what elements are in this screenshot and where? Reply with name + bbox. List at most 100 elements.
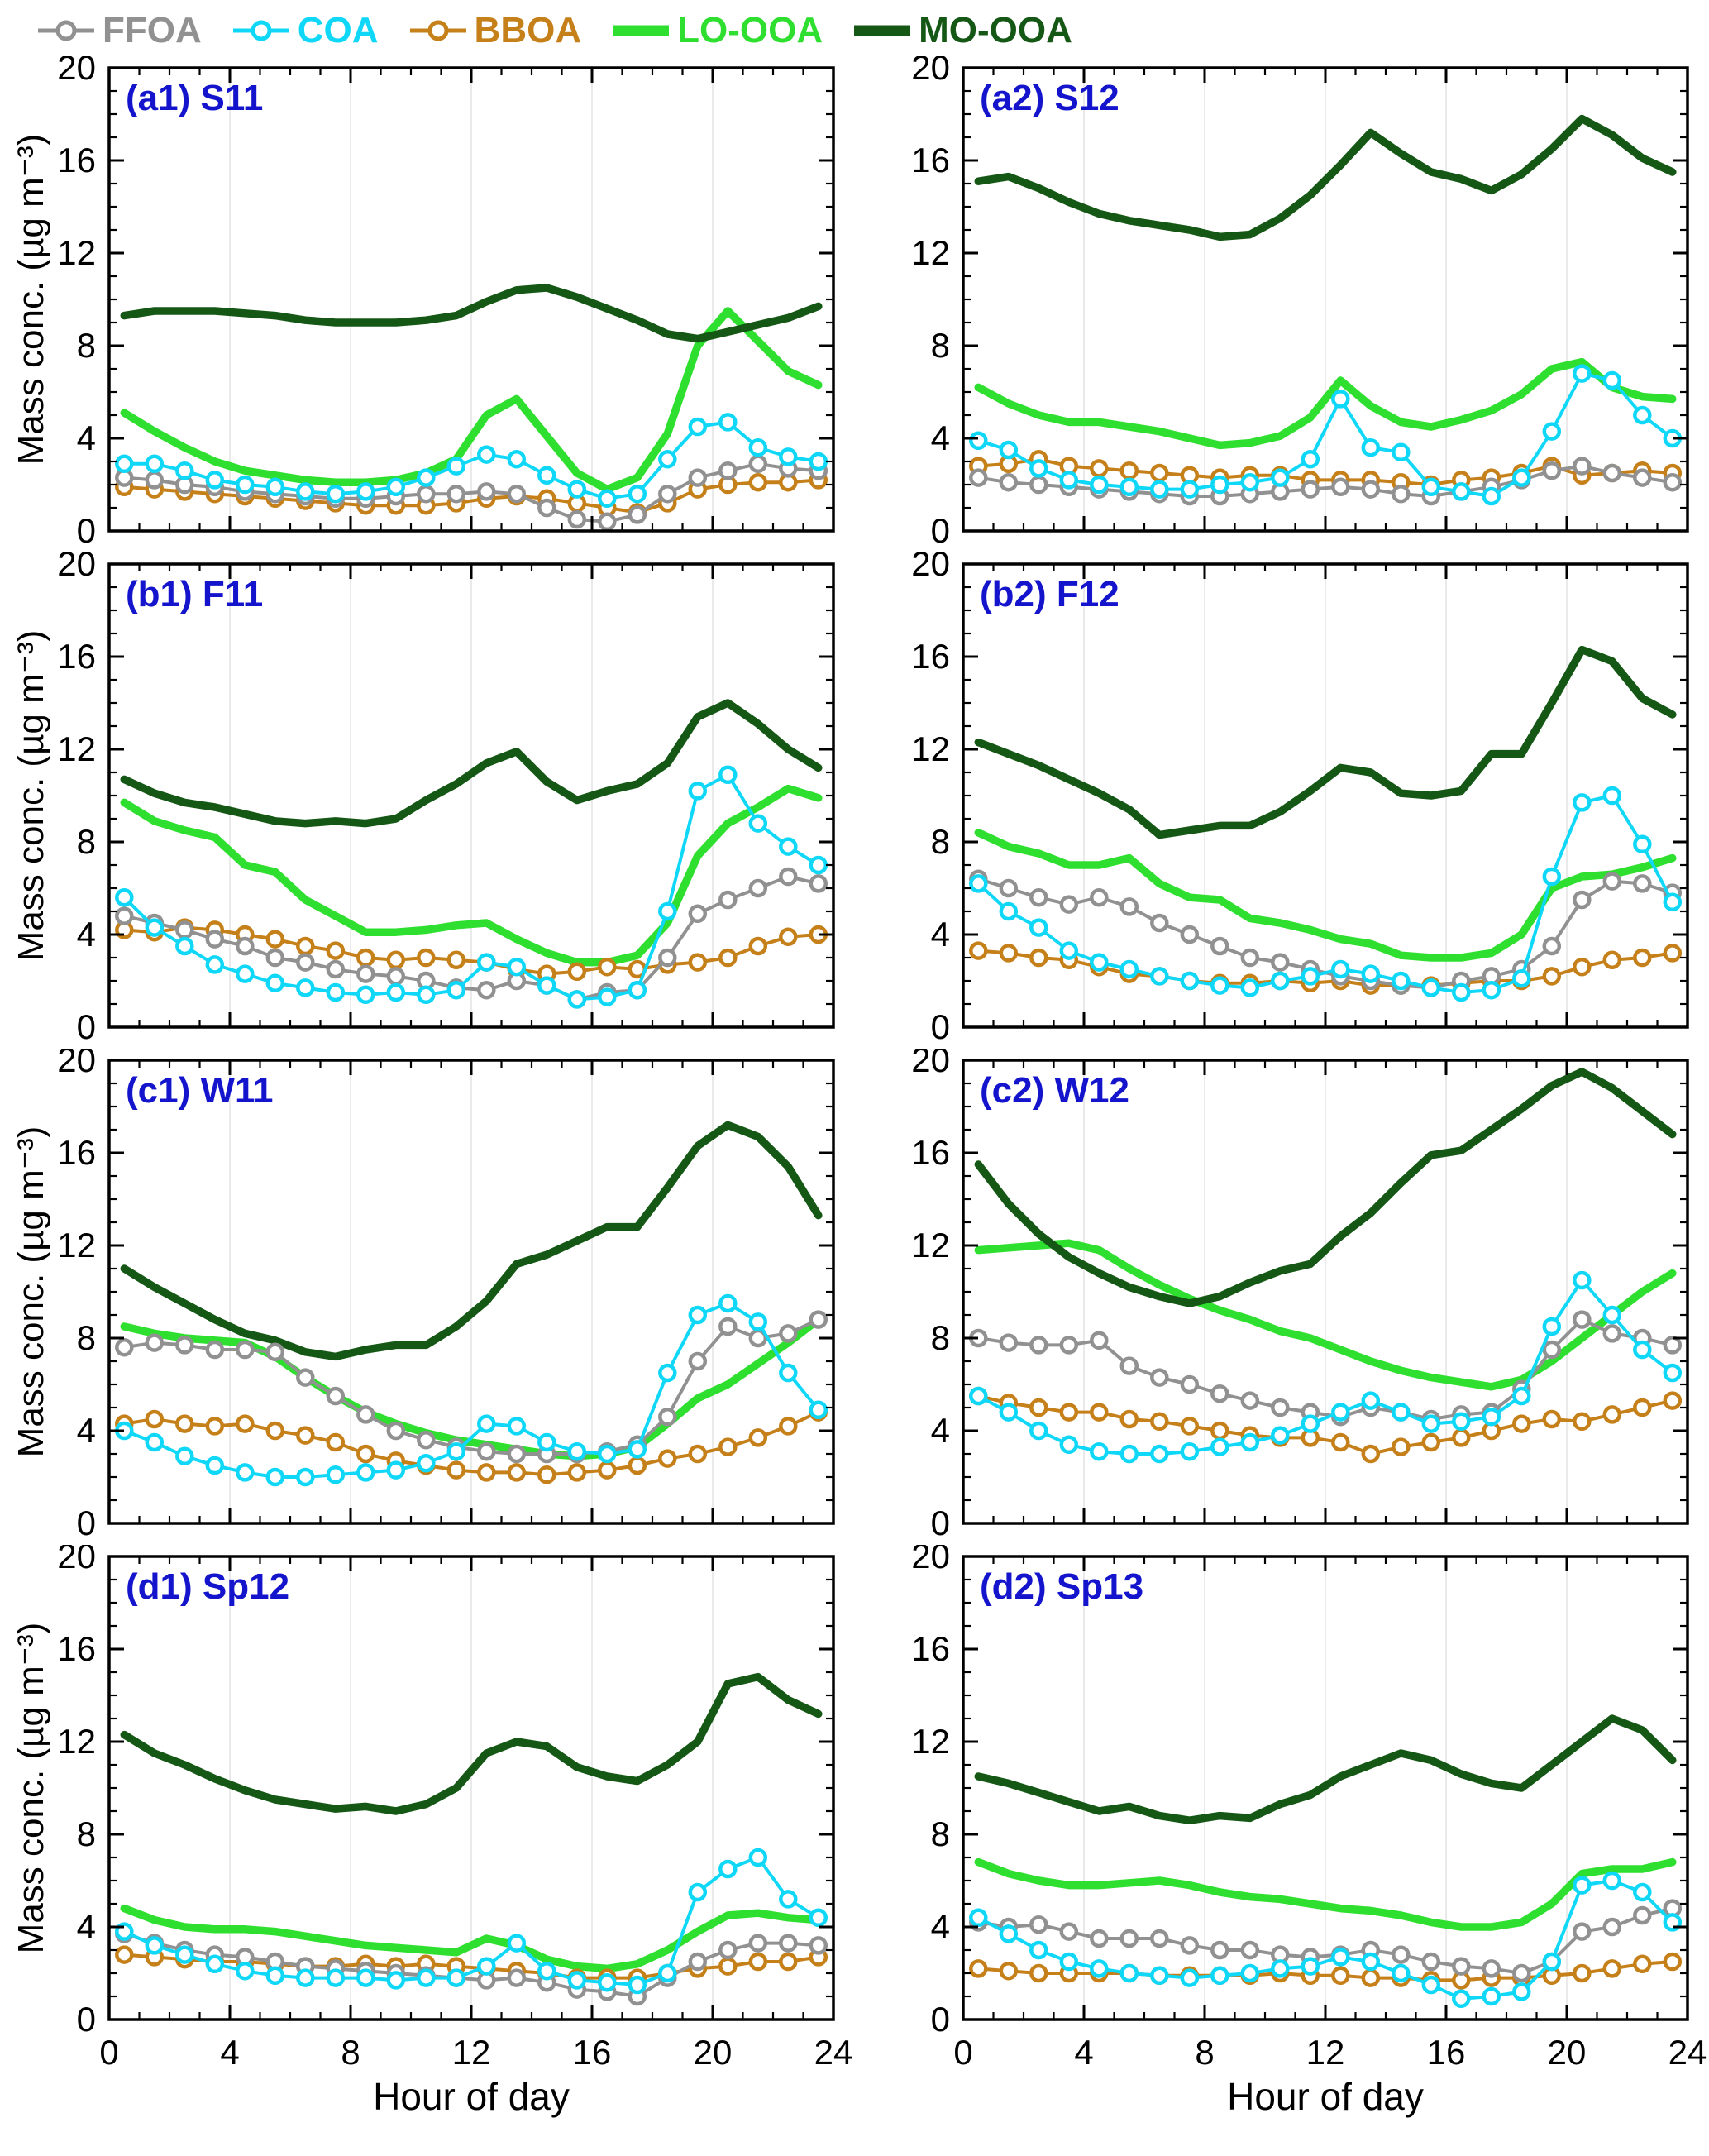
y-tick-label: 20 xyxy=(911,56,950,87)
series-coa xyxy=(969,1270,1683,1464)
series-bboa-point xyxy=(748,1428,768,1447)
y-tick-label: 4 xyxy=(77,418,96,457)
y-tick-label: 0 xyxy=(77,1503,96,1542)
y-tick-label: 4 xyxy=(931,1907,950,1946)
series-bboa-point xyxy=(1633,1398,1652,1417)
series-coa-point xyxy=(326,1968,346,1987)
series-coa-point xyxy=(1542,422,1562,441)
series-ffoa-point xyxy=(145,1333,165,1352)
series-ffoa-point xyxy=(688,1351,708,1371)
series-ffoa-point xyxy=(1542,1340,1562,1360)
series-coa-point xyxy=(1240,1963,1260,1983)
series-coa-point xyxy=(1240,472,1260,492)
series-ffoa-point xyxy=(205,1340,225,1360)
series-mo-ooa xyxy=(974,1068,1677,1307)
x-tick-label: 4 xyxy=(220,2033,239,2072)
series-ffoa-point xyxy=(1663,1336,1683,1355)
series-coa-point xyxy=(1331,390,1350,409)
series-bboa-point xyxy=(205,1417,225,1436)
series-ffoa-point xyxy=(1059,895,1079,914)
series-bboa-point xyxy=(1452,1428,1471,1447)
series-coa-point xyxy=(999,440,1019,460)
series-ffoa-point xyxy=(1180,1936,1200,1955)
series-mo-ooa xyxy=(974,1714,1677,1824)
series-mo-ooa-line xyxy=(974,114,1677,241)
series-coa-point xyxy=(1331,959,1350,979)
panel-label-b2: (b2) F12 xyxy=(980,574,1119,614)
series-coa-point xyxy=(1482,1986,1501,2006)
series-coa-point xyxy=(779,1890,798,1909)
series-coa-point xyxy=(356,1463,375,1482)
series-coa xyxy=(115,413,828,509)
series-coa xyxy=(115,1848,828,1995)
series-ffoa-point xyxy=(1210,1384,1229,1403)
series-ffoa-point xyxy=(748,454,768,474)
x-tick-label: 20 xyxy=(1548,2033,1587,2072)
series-coa-point xyxy=(537,1432,556,1452)
series-coa xyxy=(969,364,1683,506)
series-coa-point xyxy=(1452,982,1471,1002)
series-coa-point xyxy=(809,452,828,471)
series-coa-point xyxy=(507,957,527,977)
series-bboa-point xyxy=(718,948,738,968)
series-ffoa-point xyxy=(1361,480,1381,499)
bboa-legend-marker-icon xyxy=(409,20,466,41)
series-coa-point xyxy=(658,1363,677,1383)
series-ffoa-point xyxy=(718,890,738,910)
series-coa-point xyxy=(175,461,194,480)
plot-d1: 0 4 8 12 16 20 0 4 8 12 16 20 24 xyxy=(57,1545,852,2072)
series-bboa-point xyxy=(145,1409,165,1429)
panel-label-d1: (d1) Sp12 xyxy=(126,1566,290,1607)
series-ffoa-point xyxy=(175,920,194,939)
series-bboa-point xyxy=(999,1961,1019,1981)
series-ffoa-point xyxy=(688,904,708,924)
series-ffoa-point xyxy=(1633,874,1652,893)
series-coa-point xyxy=(1150,967,1169,986)
series-bboa-point xyxy=(1512,1414,1531,1433)
panel-b2-f12: 0 4 8 12 16 20 (b2) F12 xyxy=(854,552,1709,1049)
x-tick-label: 0 xyxy=(953,2033,972,2072)
series-coa-point xyxy=(1512,1386,1531,1406)
y-tick-label: 4 xyxy=(931,915,950,954)
series-coa-point xyxy=(748,1312,768,1331)
series-coa-point xyxy=(567,480,587,499)
series-coa-point xyxy=(567,1441,587,1461)
mo-ooa-legend-marker-icon xyxy=(854,25,911,36)
series-ffoa-point xyxy=(779,1934,798,1953)
panel-b1-f11: 0 4 8 12 16 20 (b1) F11 Mass conc. (µg m⁻³) xyxy=(0,552,854,1049)
series-bboa-point xyxy=(1150,463,1169,483)
y-tick-label: 16 xyxy=(911,1133,950,1172)
series-coa-point xyxy=(999,901,1019,921)
series-lo-ooa-line xyxy=(974,829,1677,962)
series-bboa-point xyxy=(969,1959,988,1978)
series-coa-point xyxy=(326,484,346,504)
series-ffoa-point xyxy=(1392,484,1411,504)
series-coa-point xyxy=(718,765,738,785)
series-ffoa-point xyxy=(1029,1915,1048,1934)
series-coa-point xyxy=(628,1440,647,1459)
series-ffoa-point xyxy=(1421,1952,1441,1972)
series-ffoa-point xyxy=(1482,1959,1501,1978)
series-lo-ooa xyxy=(974,1857,1677,1931)
series-coa-point xyxy=(567,1971,587,1990)
series-bboa-point xyxy=(567,1463,587,1482)
series-coa-point xyxy=(1421,1975,1441,1995)
series-ffoa-point xyxy=(658,484,677,504)
series-ffoa-point xyxy=(1090,1929,1109,1948)
series-coa-point xyxy=(969,874,988,893)
series-coa-point xyxy=(1512,468,1531,487)
series-bboa-point xyxy=(779,1952,798,1972)
series-coa-point xyxy=(1180,1968,1200,1987)
series-coa-point xyxy=(1210,1966,1229,1986)
series-coa xyxy=(969,786,1683,1002)
series-bboa-point xyxy=(386,950,406,970)
series-bboa-point xyxy=(1361,1968,1381,1987)
series-coa xyxy=(969,1871,1683,2009)
series-coa-point xyxy=(1301,449,1320,469)
series-bboa-point xyxy=(688,1444,708,1464)
series-ffoa-point xyxy=(1059,1922,1079,1941)
series-coa-point xyxy=(748,814,768,833)
plot-c2: 0 4 8 12 16 20 xyxy=(911,1049,1689,1542)
series-ffoa-point xyxy=(1119,1356,1139,1375)
series-bboa-point xyxy=(1573,1412,1592,1432)
